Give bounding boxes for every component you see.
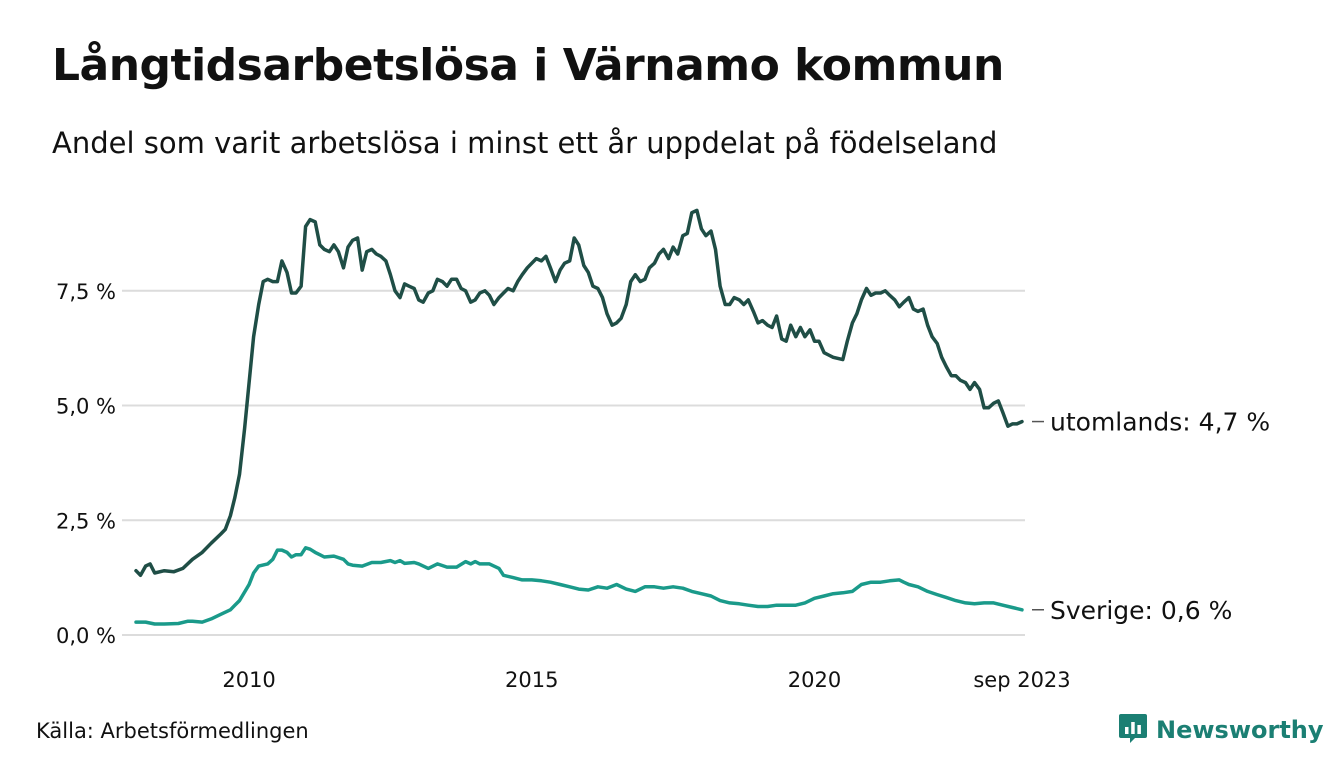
y-tick-label: 5,0 % [56,395,116,419]
x-tick-label: 2010 [222,668,275,692]
y-tick-label: 0,0 % [56,624,116,648]
source-note: Källa: Arbetsförmedlingen [36,719,309,743]
chart-subtitle: Andel som varit arbetslösa i minst ett å… [52,126,998,160]
series-end-label: Sverige: 0,6 % [1050,596,1232,625]
y-tick-label: 7,5 % [56,280,116,304]
chart-title: Långtidsarbetslösa i Värnamo kommun [52,40,1004,91]
y-tick-label: 2,5 % [56,509,116,533]
newsworthy-logo-icon [1118,712,1148,748]
x-tick-label: sep 2023 [973,668,1070,692]
brand-name: Newsworthy [1156,716,1324,744]
series-line-utomlands [134,208,1024,578]
x-tick-label: 2020 [788,668,841,692]
brand-logo[interactable]: Newsworthy [1118,712,1324,748]
x-tick-label: 2015 [505,668,558,692]
series-line-sverige [134,546,1024,626]
series-end-label: utomlands: 4,7 % [1050,408,1270,437]
